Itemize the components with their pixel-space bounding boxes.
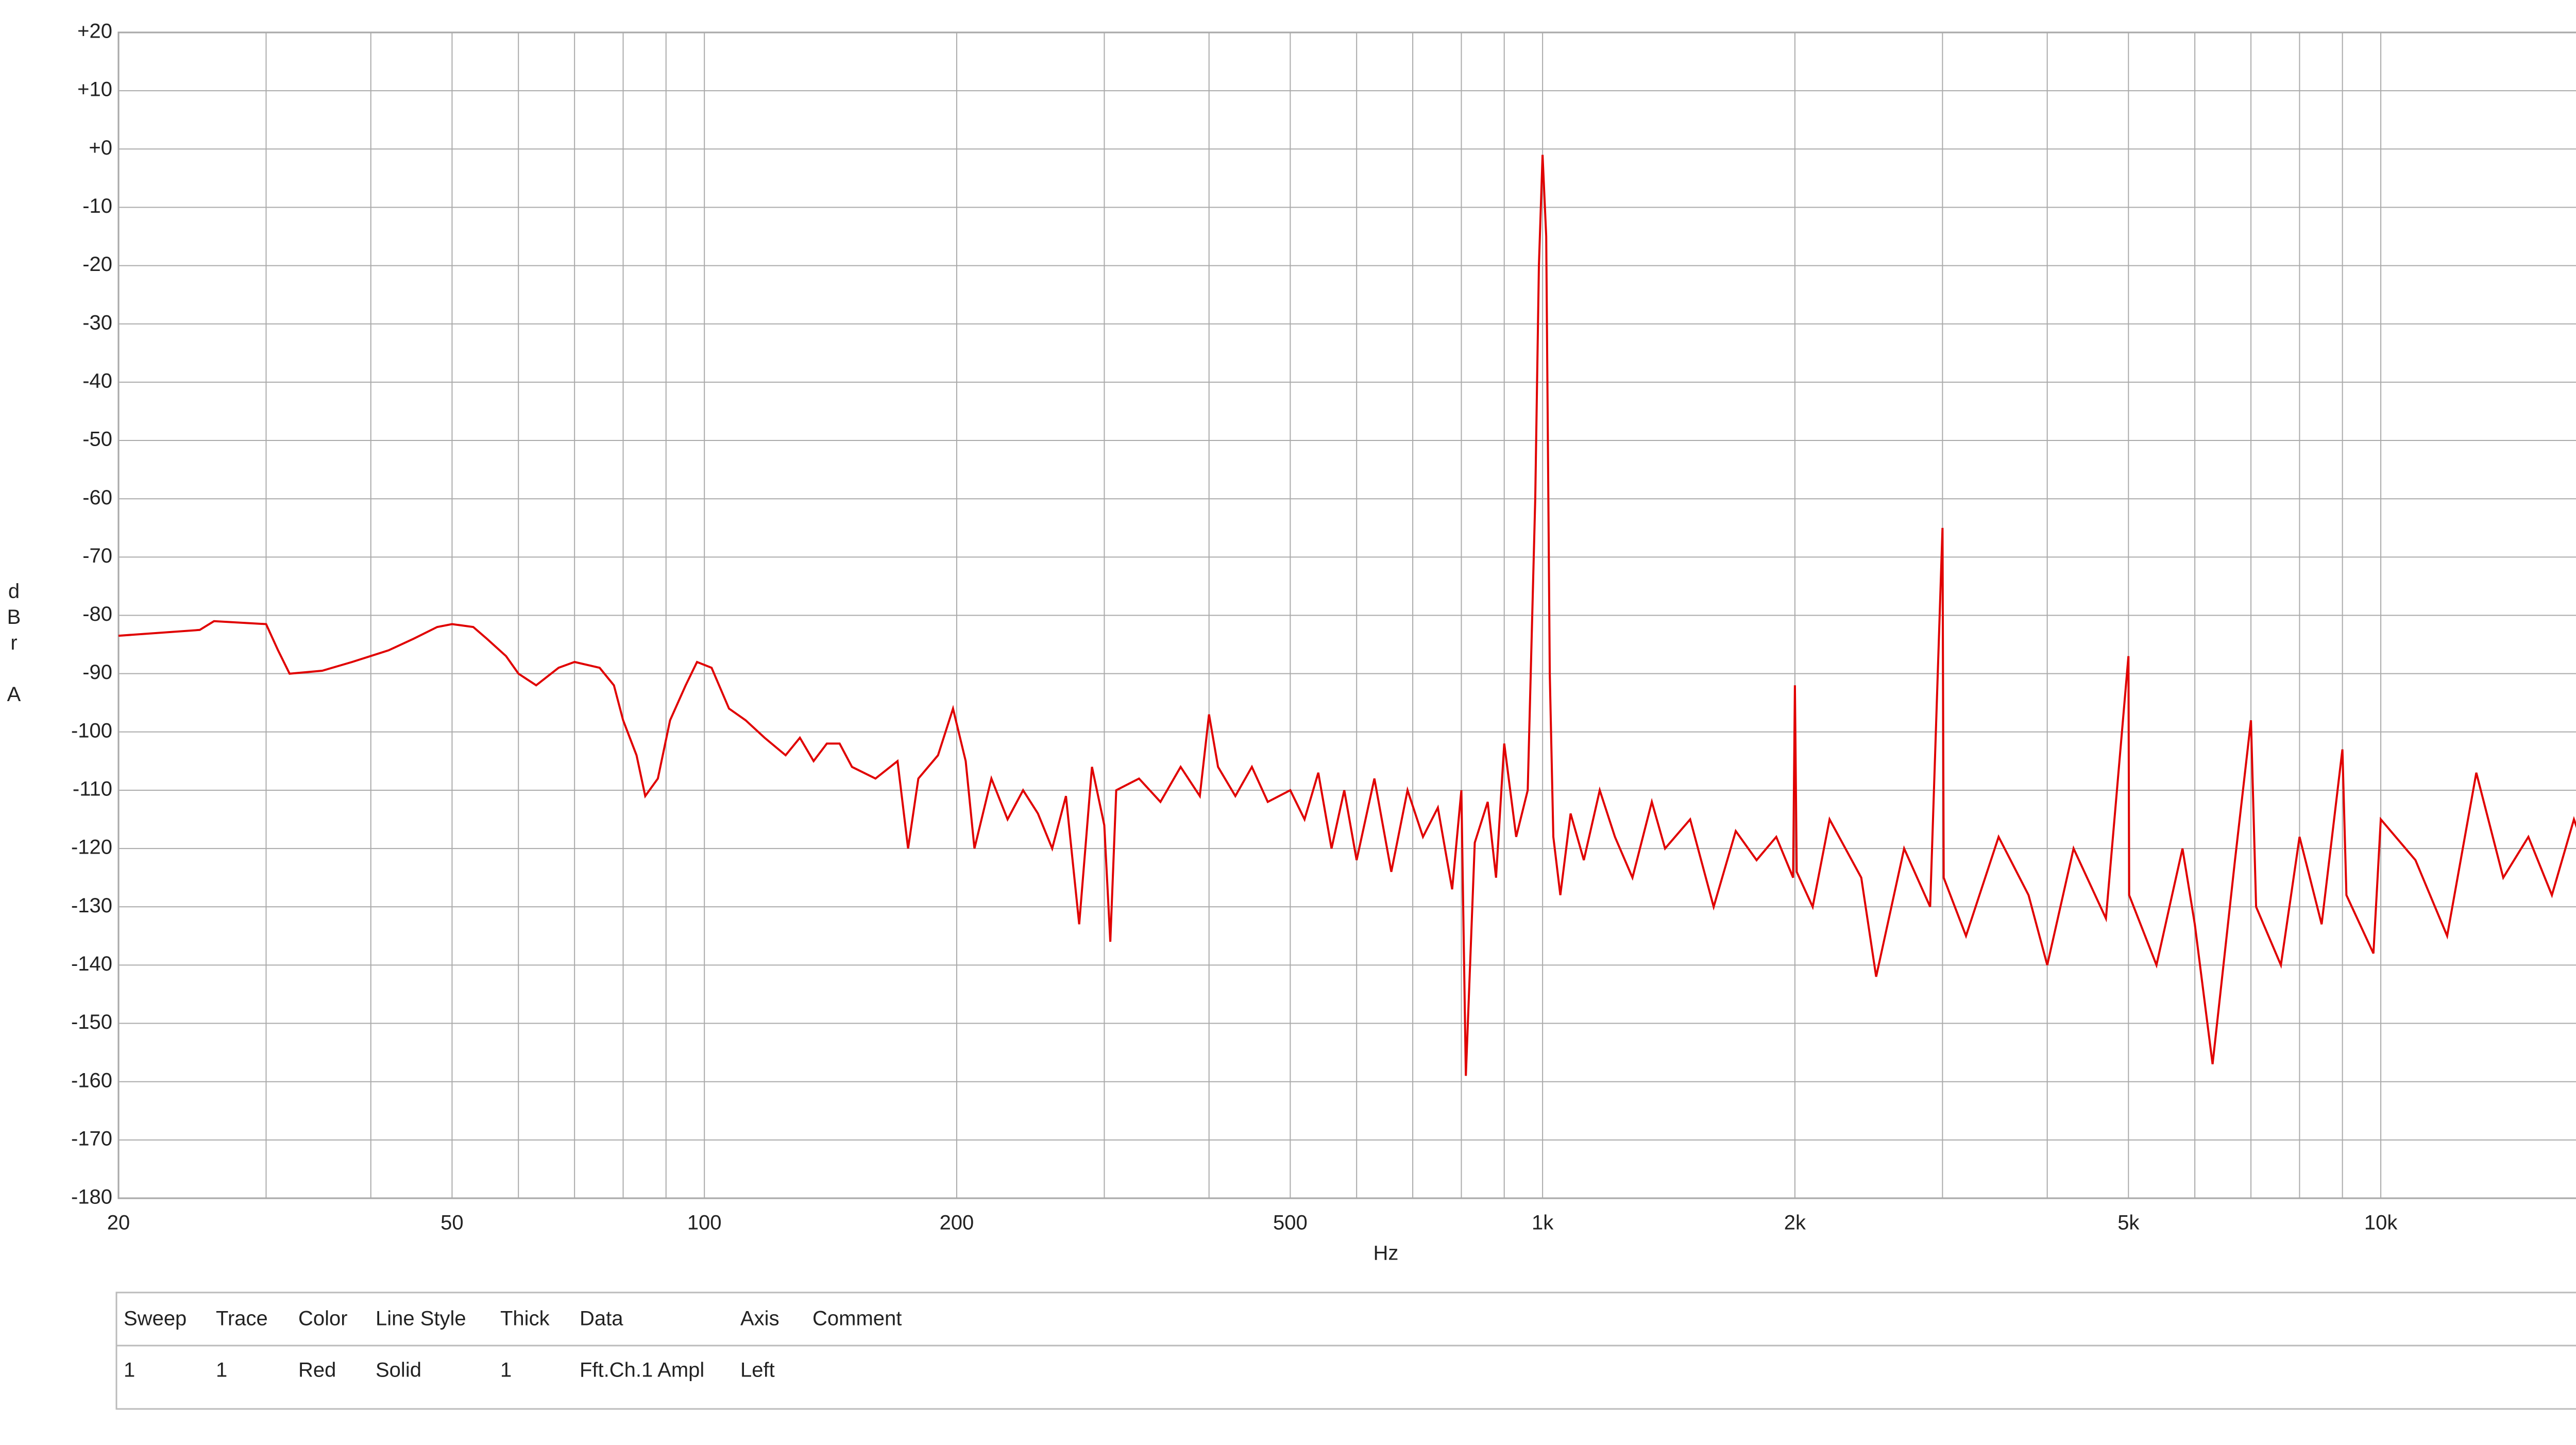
y-tick-label: +20 <box>77 20 112 43</box>
y-tick-label: -180 <box>71 1186 112 1209</box>
x-tick-label: 100 <box>687 1212 722 1234</box>
table-cell: Left <box>740 1359 775 1382</box>
y-tick-label: -60 <box>82 486 112 509</box>
legend-table <box>115 1291 2576 1410</box>
x-tick-label: 2k <box>1784 1212 1806 1234</box>
y-tick-label: -80 <box>82 603 112 625</box>
table-cell: Red <box>298 1359 336 1382</box>
y-tick-label: -150 <box>71 1011 112 1033</box>
table-header: Sweep <box>124 1307 187 1330</box>
table-cell: 1 <box>500 1359 512 1382</box>
y-tick-label: -50 <box>82 428 112 451</box>
y-tick-label: -140 <box>71 953 112 975</box>
y-tick-label: -20 <box>82 253 112 276</box>
y-tick-label: -100 <box>71 719 112 742</box>
y-tick-label: +0 <box>89 137 112 159</box>
y-tick-label: -170 <box>71 1127 112 1150</box>
x-tick-label: 10k <box>2364 1212 2398 1234</box>
y-tick-label: -90 <box>82 661 112 684</box>
table-cell: 1 <box>216 1359 227 1382</box>
y-tick-label: -70 <box>82 545 112 567</box>
table-header: Color <box>298 1307 348 1330</box>
table-cell: 1 <box>124 1359 135 1382</box>
x-tick-label: 200 <box>940 1212 974 1234</box>
trace <box>118 155 2576 1076</box>
x-tick-label: 50 <box>440 1212 464 1234</box>
y-tick-label: -160 <box>71 1069 112 1092</box>
table-header: Line Style <box>376 1307 466 1330</box>
y-tick-label: -30 <box>82 311 112 334</box>
y-tick-label: -110 <box>73 778 112 801</box>
y-tick-label: -130 <box>71 894 112 917</box>
table-header: Thick <box>500 1307 550 1330</box>
table-header: Axis <box>740 1307 779 1330</box>
y-tick-label: +10 <box>77 78 112 101</box>
x-axis-label: Hz <box>1374 1242 1399 1265</box>
table-cell: Solid <box>376 1359 421 1382</box>
table-header: Data <box>580 1307 623 1330</box>
table-cell: Fft.Ch.1 Ampl <box>580 1359 704 1382</box>
x-tick-label: 20 <box>107 1212 130 1234</box>
y-tick-label: -10 <box>82 195 112 217</box>
x-tick-label: 1k <box>1532 1212 1554 1234</box>
table-header: Comment <box>812 1307 902 1330</box>
x-tick-label: 500 <box>1273 1212 1308 1234</box>
y-tick-label: -40 <box>82 369 112 392</box>
y-tick-label: -120 <box>71 836 112 859</box>
x-tick-label: 5k <box>2117 1212 2140 1234</box>
table-header: Trace <box>216 1307 268 1330</box>
